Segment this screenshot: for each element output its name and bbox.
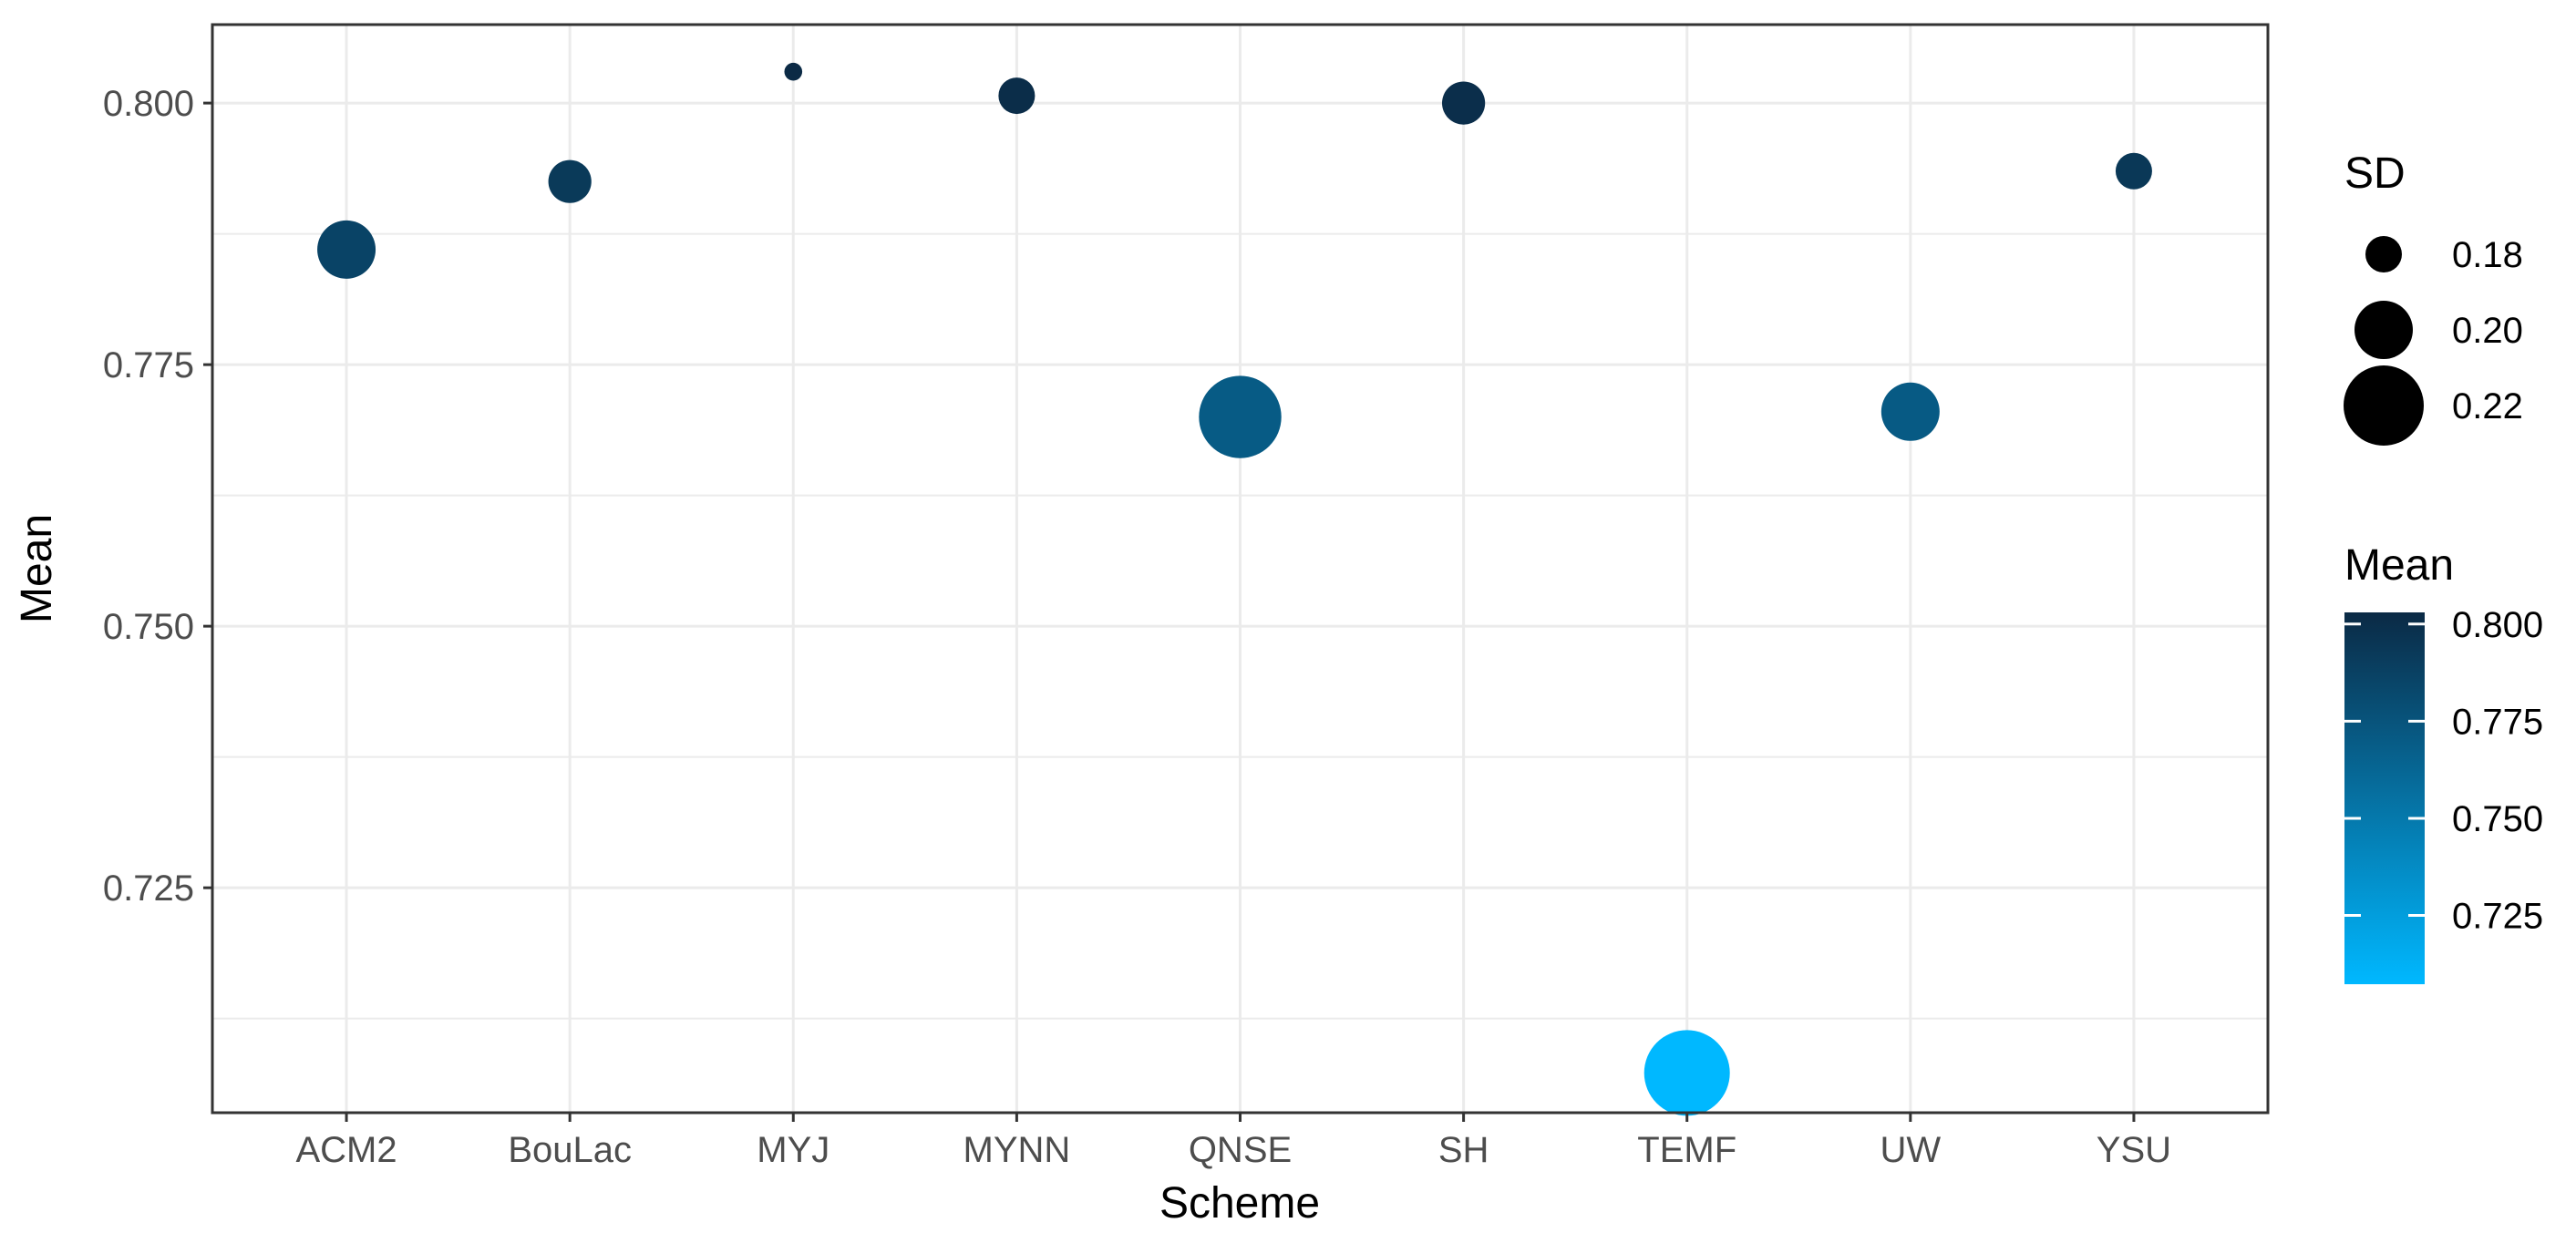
size-legend-key [2365,236,2402,272]
point-myj [784,62,803,81]
y-axis-title: Mean [13,514,61,623]
size-legend-key [2354,301,2413,359]
size-legend-label: 0.22 [2452,386,2523,426]
x-tick-label-temf: TEMF [1637,1130,1736,1170]
y-tick-label: 0.800 [103,84,194,124]
point-temf [1643,1030,1730,1116]
y-axis: 0.725 0.750 0.775 0.800 [103,84,212,909]
x-tick-label-sh: SH [1438,1130,1489,1170]
x-tick-label-mynn: MYNN [963,1130,1071,1170]
y-tick-label: 0.750 [103,607,194,647]
size-legend-title: SD [2344,149,2406,198]
point-qnse [1199,375,1282,458]
data-points [317,62,2152,1116]
size-legend-label: 0.20 [2452,311,2523,351]
color-legend-label: 0.725 [2452,897,2543,937]
size-legend-key [2344,365,2424,446]
point-boulac [548,159,592,203]
point-sh [1442,81,1486,125]
x-tick-label-myj: MYJ [757,1130,829,1170]
x-tick-label-acm2: ACM2 [295,1130,397,1170]
x-tick-label-ysu: YSU [2097,1130,2171,1170]
x-tick-label-uw: UW [1880,1130,1942,1170]
color-legend-label: 0.800 [2452,605,2543,645]
x-tick-label-qnse: QNSE [1189,1130,1292,1170]
y-tick-label: 0.775 [103,345,194,385]
point-uw [1880,382,1940,441]
color-legend: Mean 0.725 0.750 0.775 0.800 [2344,541,2543,984]
colorbar [2344,612,2425,984]
color-legend-label: 0.750 [2452,799,2543,839]
x-axis: ACM2 BouLac MYJ MYNN QNSE SH TEMF UW YSU [295,1113,2171,1170]
x-tick-label-boulac: BouLac [508,1130,632,1170]
point-ysu [2115,152,2152,190]
x-axis-title: Scheme [1159,1179,1320,1228]
point-acm2 [317,220,376,279]
size-legend: SD 0.18 0.20 0.22 [2344,149,2523,446]
point-mynn [998,77,1036,115]
color-legend-title: Mean [2344,541,2454,590]
color-legend-label: 0.775 [2452,702,2543,742]
gridlines [212,25,2268,1113]
y-tick-label: 0.725 [103,868,194,909]
size-legend-label: 0.18 [2452,235,2523,275]
